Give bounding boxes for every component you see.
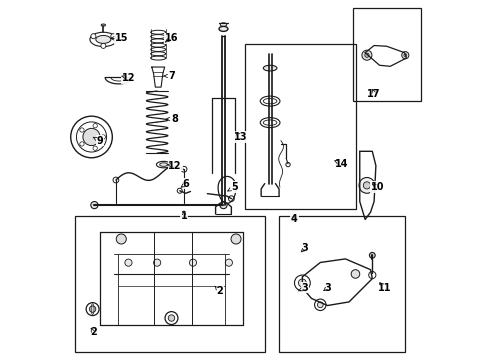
Ellipse shape (96, 36, 111, 43)
Circle shape (93, 146, 98, 150)
Text: 3: 3 (302, 283, 309, 293)
Text: 12: 12 (169, 161, 182, 171)
Text: 6: 6 (182, 179, 189, 189)
Circle shape (116, 234, 126, 244)
Circle shape (286, 162, 290, 167)
Text: 10: 10 (371, 182, 385, 192)
Circle shape (318, 302, 323, 308)
Bar (74, 216, 265, 352)
Circle shape (368, 271, 376, 279)
Text: 13: 13 (234, 132, 247, 142)
Circle shape (91, 202, 98, 209)
Circle shape (89, 306, 96, 312)
Circle shape (101, 43, 106, 48)
Text: 12: 12 (122, 73, 135, 83)
Text: 7: 7 (168, 71, 175, 81)
Circle shape (402, 51, 409, 59)
Text: 11: 11 (378, 283, 392, 293)
Text: 3: 3 (302, 243, 309, 253)
Circle shape (101, 135, 105, 139)
Circle shape (80, 142, 84, 146)
Circle shape (168, 315, 175, 321)
Circle shape (83, 129, 100, 145)
Text: 2: 2 (90, 327, 97, 337)
Text: 15: 15 (115, 33, 128, 43)
Circle shape (298, 279, 306, 287)
Circle shape (225, 259, 232, 266)
Circle shape (111, 34, 116, 39)
Text: 17: 17 (368, 89, 381, 99)
Text: 9: 9 (97, 136, 103, 145)
Circle shape (181, 166, 187, 172)
Text: 3: 3 (324, 283, 331, 293)
Circle shape (190, 259, 196, 266)
Text: 14: 14 (335, 159, 348, 169)
Circle shape (359, 177, 375, 193)
Circle shape (231, 234, 241, 244)
Text: 1: 1 (181, 211, 187, 221)
Circle shape (220, 202, 227, 209)
Ellipse shape (219, 26, 228, 31)
Text: 5: 5 (231, 182, 238, 192)
Circle shape (113, 177, 119, 183)
Ellipse shape (263, 65, 277, 71)
Circle shape (153, 259, 161, 266)
Circle shape (93, 123, 98, 128)
Ellipse shape (101, 24, 105, 26)
Text: 16: 16 (165, 33, 178, 43)
Text: 4: 4 (291, 215, 298, 224)
Circle shape (351, 270, 360, 278)
Bar (353, 8, 421, 101)
Circle shape (362, 50, 372, 60)
Circle shape (364, 182, 370, 189)
Circle shape (177, 188, 182, 193)
Circle shape (228, 196, 234, 202)
Circle shape (125, 259, 132, 266)
Bar (245, 44, 356, 209)
Circle shape (91, 34, 96, 39)
Text: 2: 2 (217, 286, 223, 296)
Circle shape (80, 128, 84, 132)
Text: 8: 8 (172, 114, 178, 124)
Ellipse shape (160, 163, 168, 166)
Circle shape (365, 53, 369, 57)
Circle shape (369, 252, 375, 258)
Bar (279, 216, 405, 352)
